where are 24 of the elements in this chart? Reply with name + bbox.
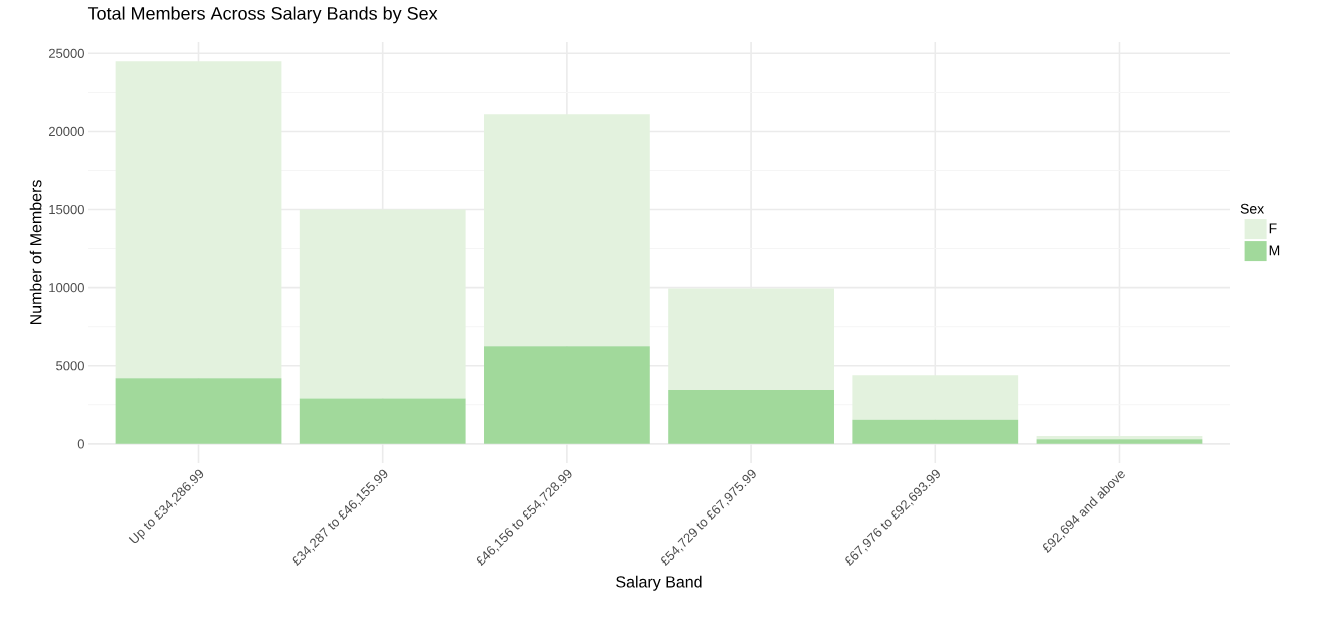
x-axis-title: Salary Band (616, 575, 702, 591)
bar (1036, 439, 1203, 444)
bar (115, 378, 282, 444)
bar (299, 398, 466, 444)
y-tick-label: 0 (77, 439, 84, 449)
y-tick-label: 15000 (49, 204, 84, 215)
bar (484, 346, 650, 444)
bar (1036, 436, 1203, 440)
bar (668, 288, 834, 390)
y-tick-label: 5000 (56, 361, 84, 371)
legend-label: F (1269, 223, 1277, 234)
bar (484, 114, 650, 347)
chart-title: Total Members Across Salary Bands by Sex (87, 6, 438, 24)
bar (115, 61, 282, 379)
legend-label: M (1269, 245, 1280, 256)
bar (852, 375, 1019, 420)
legend-title: Sex (1240, 203, 1265, 214)
bar (852, 419, 1019, 444)
y-tick-label: 25000 (48, 48, 84, 58)
y-tick-label: 20000 (48, 126, 84, 137)
y-axis-title: Number of Members (29, 180, 42, 325)
bar (668, 389, 834, 444)
bar (299, 209, 466, 399)
y-tick-label: 10000 (49, 283, 84, 293)
